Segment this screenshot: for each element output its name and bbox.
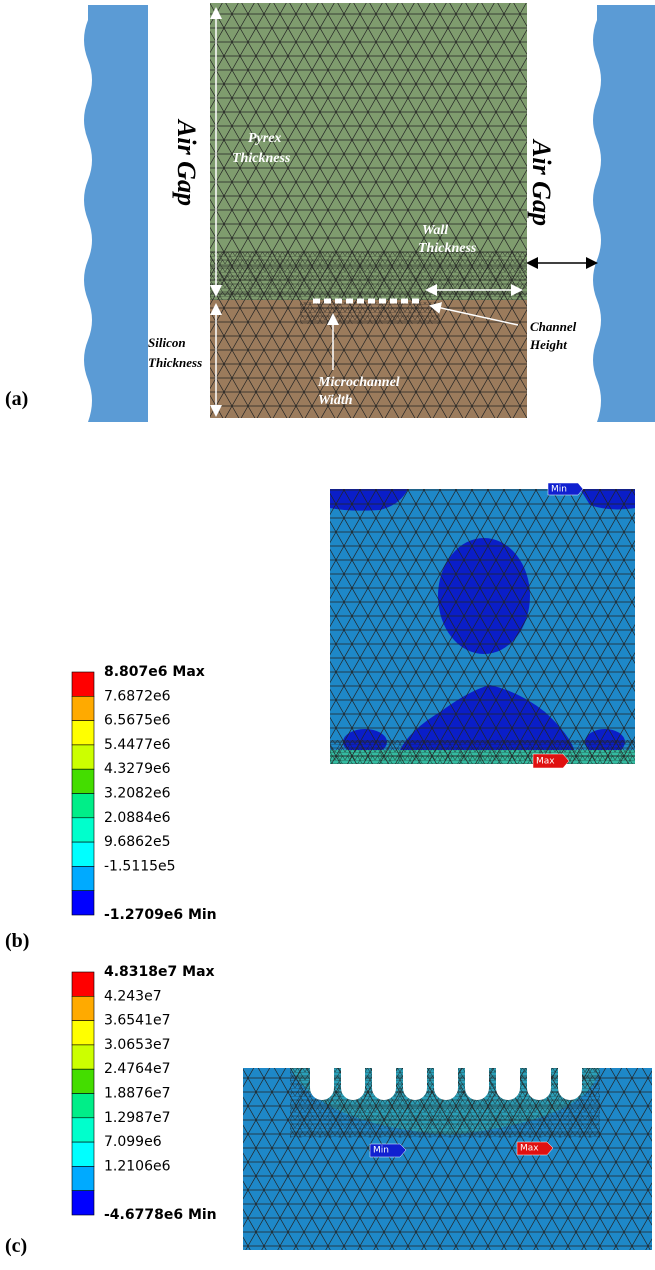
legend-swatch xyxy=(72,1045,94,1069)
channel xyxy=(341,1066,365,1100)
channel xyxy=(465,1066,489,1100)
channels xyxy=(310,1066,582,1100)
figure: Air Gap Air Gap Pyrex Thickness Wall Thi… xyxy=(0,0,655,1270)
legend-label: 2.0884e6 xyxy=(104,810,171,826)
legend-label: -4.6778e6 Min xyxy=(104,1207,217,1223)
legend-swatch xyxy=(72,972,94,996)
legend-label: 8.807e6 Max xyxy=(104,664,205,680)
legend-swatch xyxy=(72,721,94,745)
annotation: Thickness xyxy=(148,355,202,370)
legend-label: 9.6862e5 xyxy=(104,834,171,850)
legend-swatch xyxy=(72,818,94,842)
annotation: Pyrex xyxy=(248,131,281,146)
max-tag-label: Max xyxy=(536,757,555,767)
legend-label: 5.4477e6 xyxy=(104,737,171,753)
panel-label: (b) xyxy=(5,930,29,952)
annotation: Thickness xyxy=(418,241,477,256)
legend-label: 7.6872e6 xyxy=(104,688,171,704)
legend-swatch xyxy=(72,1166,94,1190)
legend: 4.8318e7 Max 4.243e7 3.6541e7 3.0653e7 2.476… xyxy=(72,964,217,1223)
legend-swatch xyxy=(72,696,94,720)
legend-label: 4.3279e6 xyxy=(104,761,171,777)
air-strip xyxy=(593,5,655,422)
air-gap-label: Air Gap xyxy=(527,138,556,226)
legend-label: 4.8318e7 Max xyxy=(104,964,215,980)
annotation: Thickness xyxy=(232,151,291,166)
legend-swatch xyxy=(72,1142,94,1166)
legend-label: 1.2106e6 xyxy=(104,1158,171,1174)
channel xyxy=(558,1066,582,1100)
legend-swatch xyxy=(72,1118,94,1142)
fine-mesh xyxy=(210,252,527,300)
panel-c: Min Max 4.8318e7 Max 4.243e7 3.6541e7 3.065… xyxy=(5,964,652,1257)
annotation: Height xyxy=(529,337,567,352)
legend-label: -1.5115e5 xyxy=(104,858,176,874)
legend-swatch xyxy=(72,769,94,793)
legend-label: 4.243e7 xyxy=(104,988,162,1004)
annotation: Silicon xyxy=(148,335,186,350)
legend-label: 2.4764e7 xyxy=(104,1061,171,1077)
air-gap-label: Air Gap xyxy=(172,118,201,206)
channel xyxy=(496,1066,520,1100)
legend-label: 3.6541e7 xyxy=(104,1013,171,1029)
legend-swatch xyxy=(72,745,94,769)
legend-swatch xyxy=(72,794,94,818)
annotation: Channel xyxy=(530,319,577,334)
fine-mesh xyxy=(300,302,440,324)
annotation: Width xyxy=(318,393,353,408)
air-strip xyxy=(84,5,148,422)
panel-b: Min Max 8.807e6 Max 7.6872e6 6.5675e6 5.447… xyxy=(5,483,635,952)
legend-label: 1.2987e7 xyxy=(104,1110,171,1126)
panel-a: Air Gap Air Gap Pyrex Thickness Wall Thi… xyxy=(5,3,655,422)
legend-label: 3.0653e7 xyxy=(104,1037,171,1053)
legend-swatch xyxy=(72,996,94,1020)
legend-swatch xyxy=(72,1191,94,1215)
channel xyxy=(403,1066,427,1100)
panel-label: (a) xyxy=(5,388,28,410)
legend-swatch xyxy=(72,1094,94,1118)
min-tag-label: Min xyxy=(373,1146,389,1156)
legend-label: 6.5675e6 xyxy=(104,713,171,729)
fine-mesh xyxy=(330,740,635,764)
legend-swatch xyxy=(72,1069,94,1093)
legend-swatch xyxy=(72,842,94,866)
panel-label: (c) xyxy=(5,1235,27,1257)
channel xyxy=(310,1066,334,1100)
legend-label: 3.2082e6 xyxy=(104,786,171,802)
max-tag-label: Max xyxy=(520,1144,539,1154)
legend-label: 1.8876e7 xyxy=(104,1086,171,1102)
mesh xyxy=(330,489,635,764)
channel xyxy=(372,1066,396,1100)
legend-swatch xyxy=(72,672,94,696)
annotation: Wall xyxy=(422,223,448,238)
legend-swatch xyxy=(72,891,94,915)
legend-label: -1.2709e6 Min xyxy=(104,907,217,923)
channel xyxy=(527,1066,551,1100)
legend-label: 7.099e6 xyxy=(104,1134,162,1150)
legend-swatch xyxy=(72,866,94,890)
annotation: Microchannel xyxy=(317,375,400,390)
channel xyxy=(434,1066,458,1100)
legend-swatch xyxy=(72,1021,94,1045)
min-tag-label: Min xyxy=(551,485,567,495)
legend: 8.807e6 Max 7.6872e6 6.5675e6 5.4477e6 4.327… xyxy=(72,664,217,923)
